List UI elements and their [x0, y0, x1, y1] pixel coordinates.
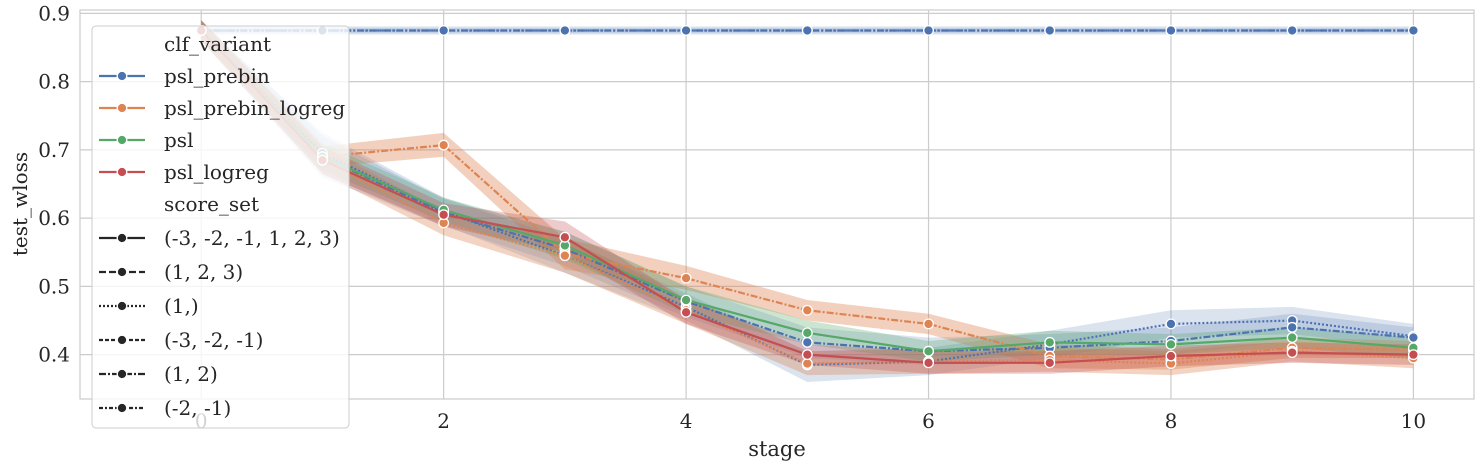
x-tick-labels: 0246810: [195, 409, 1426, 433]
data-point-psl: [801, 327, 813, 339]
data-point-psl_prebin_logreg: [438, 139, 450, 151]
data-point-psl: [1286, 332, 1298, 344]
y-tick-label: 0.8: [38, 70, 70, 94]
data-point-psl_prebin_logreg: [801, 358, 813, 369]
series-line-psl_prebin: [200, 29, 1414, 366]
legend-label-psl: psl: [164, 128, 193, 152]
data-point-psl_logreg: [1044, 357, 1056, 369]
x-axis-label: stage: [748, 437, 806, 461]
legend-style-marker: [116, 232, 128, 244]
legend-style-entries: (-3, -2, -1, 1, 2, 3) (1, 2, 3) (1,) (-3, -…: [99, 226, 340, 420]
legend-label-psl_prebin: psl_prebin: [164, 64, 270, 88]
data-point-psl: [923, 345, 934, 357]
legend-style-label: (-3, -2, -1): [164, 328, 263, 352]
data-point-psl_prebin: [923, 25, 934, 36]
legend-label-psl_logreg: psl_logreg: [164, 160, 269, 184]
data-point-psl_logreg: [1407, 349, 1419, 361]
data-point-psl_prebin: [680, 25, 692, 36]
data-point-psl_prebin_logreg: [559, 250, 571, 262]
data-point-psl_prebin: [1407, 332, 1419, 344]
data-point-psl_prebin: [1165, 25, 1177, 36]
legend-style-marker: [116, 402, 128, 414]
data-point-psl_prebin_logreg: [801, 304, 813, 316]
data-point-psl_logreg: [1165, 350, 1177, 362]
legend-style-marker: [116, 300, 128, 312]
data-point-psl_prebin: [1044, 25, 1056, 36]
legend-style-label: (1, 2, 3): [164, 260, 243, 284]
y-tick-labels: 0.4 0.5 0.6 0.7 0.8 0.9: [38, 1, 70, 366]
y-tick-label: 0.4: [38, 343, 70, 367]
y-tick-label: 0.5: [38, 274, 70, 298]
data-point-psl_prebin: [559, 25, 571, 36]
y-tick-label: 0.9: [38, 1, 70, 25]
legend-style-label: (1, 2): [164, 362, 218, 386]
legend-marker-psl_prebin: [116, 70, 128, 82]
legend-frame: [91, 25, 350, 429]
legend: clf_variant psl_prebinpsl_prebin_logregp…: [91, 25, 350, 429]
legend-style-marker: [116, 266, 128, 278]
data-point-psl_logreg: [801, 349, 813, 361]
legend-marker-psl_prebin_logreg: [116, 102, 128, 114]
y-tick-label: 0.6: [38, 206, 70, 230]
data-point-psl_prebin: [1407, 25, 1419, 36]
data-point-psl_logreg: [438, 209, 450, 221]
legend-marker-psl: [116, 134, 128, 146]
x-tick-label: 10: [1401, 409, 1426, 433]
x-tick-label: 6: [922, 409, 935, 433]
y-tick-label: 0.7: [38, 138, 70, 162]
data-point-psl_logreg: [923, 357, 934, 369]
data-point-psl_logreg: [1286, 347, 1298, 359]
confidence-band-psl_prebin: [201, 23, 1414, 382]
x-tick-label: 8: [1165, 409, 1178, 433]
data-point-psl_prebin_logreg: [680, 272, 692, 284]
data-point-psl_prebin_logreg: [923, 318, 934, 330]
legend-style-marker: [116, 334, 128, 346]
legend-label-psl_prebin_logreg: psl_prebin_logreg: [164, 96, 345, 120]
data-point-psl: [1165, 338, 1177, 350]
data-point-psl_prebin: [1165, 318, 1177, 330]
data-point-psl: [1044, 336, 1056, 348]
series-points: [195, 25, 1419, 371]
data-point-psl_prebin: [1286, 25, 1298, 36]
data-point-psl: [680, 294, 692, 306]
data-point-psl_prebin: [438, 25, 450, 36]
legend-style-label: (1,): [164, 294, 199, 318]
x-tick-label: 2: [437, 409, 450, 433]
legend-style-label: (-2, -1): [164, 396, 231, 420]
data-point-psl_prebin: [1286, 321, 1298, 333]
data-point-psl_logreg: [680, 306, 692, 318]
y-axis-label: test_wloss: [8, 152, 32, 256]
legend-style-label: (-3, -2, -1, 1, 2, 3): [164, 226, 340, 250]
legend-style-title: score_set: [164, 192, 259, 216]
x-tick-label: 4: [680, 409, 693, 433]
data-point-psl_prebin: [801, 25, 813, 36]
legend-hue-title: clf_variant: [164, 32, 271, 56]
legend-style-marker: [116, 368, 128, 380]
data-point-psl_logreg: [559, 231, 571, 243]
data-point-psl_prebin: [801, 336, 813, 348]
legend-marker-psl_logreg: [116, 166, 128, 178]
